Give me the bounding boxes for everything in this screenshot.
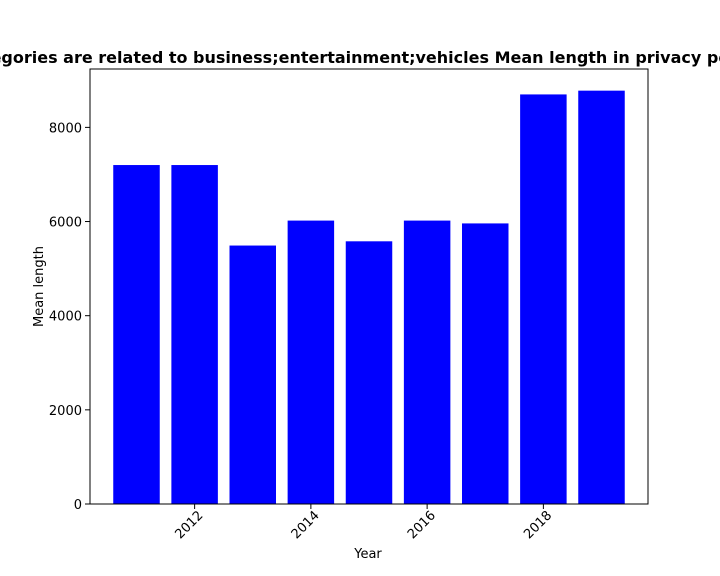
x-tick-label: 2012	[172, 508, 206, 542]
bars-layer	[113, 90, 625, 505]
x-tick-label: 2016	[405, 508, 439, 542]
bar-2012	[171, 165, 218, 505]
y-tick-label: 2000	[49, 404, 82, 419]
bar-2015	[345, 241, 393, 505]
y-tick-label: 0	[74, 498, 82, 513]
bar-2016	[403, 220, 451, 504]
y-tick-label: 6000	[49, 216, 82, 231]
bar-2011	[113, 165, 160, 505]
x-tick-label: 2018	[521, 508, 555, 542]
bar-2019	[578, 90, 625, 504]
bar-2014	[287, 220, 335, 504]
chart-title: Categories are related to business;enter…	[0, 48, 720, 67]
x-axis-label: Year	[353, 547, 382, 562]
y-axis: 0 2000 4000 6000 8000	[49, 121, 90, 513]
y-tick-label: 8000	[49, 121, 82, 136]
y-axis-label: Mean length	[32, 246, 47, 327]
bar-2018	[520, 94, 567, 504]
bar-2013	[229, 245, 276, 504]
x-tick-label: 2014	[289, 508, 323, 542]
bar-2017	[462, 223, 509, 504]
y-tick-label: 4000	[49, 310, 82, 325]
x-axis: 2012 2014 2016 2018	[172, 504, 555, 542]
plot-frame	[89, 68, 649, 505]
